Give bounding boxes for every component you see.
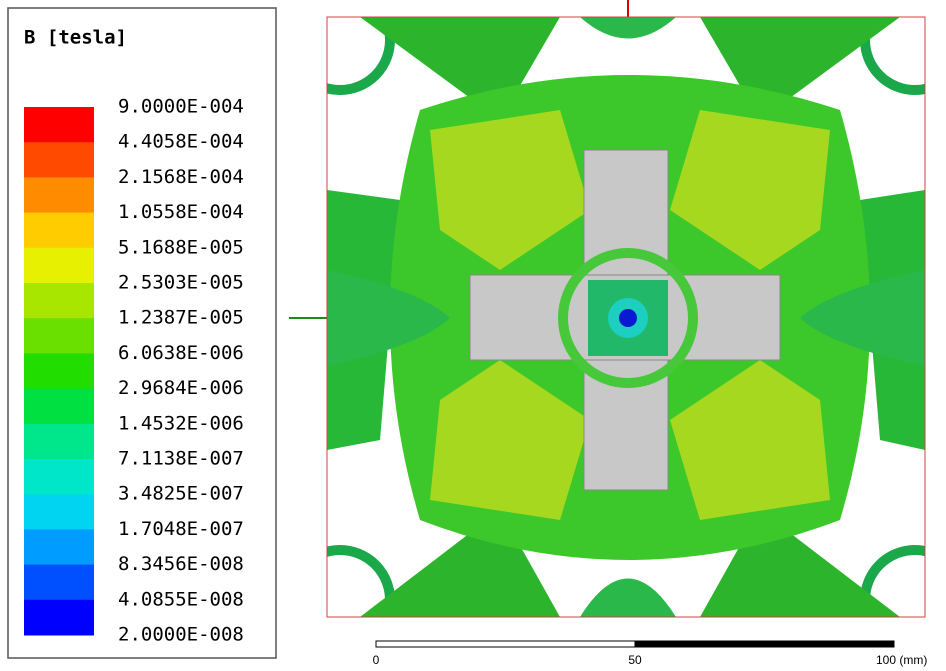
field-plot [290, 0, 946, 650]
color-band [24, 353, 94, 389]
legend-label: 4.0855E-008 [118, 588, 244, 610]
color-band [24, 213, 94, 249]
legend-label: 2.0000E-008 [118, 624, 244, 646]
legend-label: 2.5303E-005 [118, 272, 244, 294]
color-band [24, 600, 94, 636]
color-bar [24, 107, 94, 636]
scale-label: 0 [373, 653, 380, 667]
color-band [24, 107, 94, 143]
legend-label: 1.0558E-004 [118, 201, 244, 223]
scale-bar: 0 50 100 (mm) [373, 641, 928, 667]
scale-label: 50 [628, 653, 642, 667]
legend-label: 7.1138E-007 [118, 448, 244, 470]
color-band [24, 424, 94, 460]
legend-label: 9.0000E-004 [118, 96, 244, 118]
viewer: B [tesla] 9.0000E-004 4.4058E-004 2.1568E-… [0, 0, 946, 671]
color-band [24, 318, 94, 354]
legend-label: 4.4058E-004 [118, 131, 244, 153]
legend-title: B [tesla] [24, 27, 127, 49]
color-band [24, 494, 94, 530]
legend-label: 1.2387E-005 [118, 307, 244, 329]
legend-label: 3.4825E-007 [118, 483, 244, 505]
color-band [24, 248, 94, 284]
color-band [24, 142, 94, 178]
legend-label: 2.9684E-006 [118, 377, 244, 399]
legend-label: 6.0638E-006 [118, 342, 244, 364]
color-band [24, 565, 94, 601]
page: B [tesla] 9.0000E-004 4.4058E-004 2.1568E-… [0, 0, 946, 671]
color-band [24, 177, 94, 213]
color-band [24, 459, 94, 495]
legend-label: 5.1688E-005 [118, 236, 244, 258]
legend-label: 1.4532E-006 [118, 412, 244, 434]
legend-label: 2.1568E-004 [118, 166, 244, 188]
color-band [24, 529, 94, 565]
scale-label: 100 (mm) [876, 653, 927, 667]
legend-label: 8.3456E-008 [118, 553, 244, 575]
color-band [24, 389, 94, 425]
color-band [24, 283, 94, 319]
legend-label: 1.7048E-007 [118, 518, 244, 540]
